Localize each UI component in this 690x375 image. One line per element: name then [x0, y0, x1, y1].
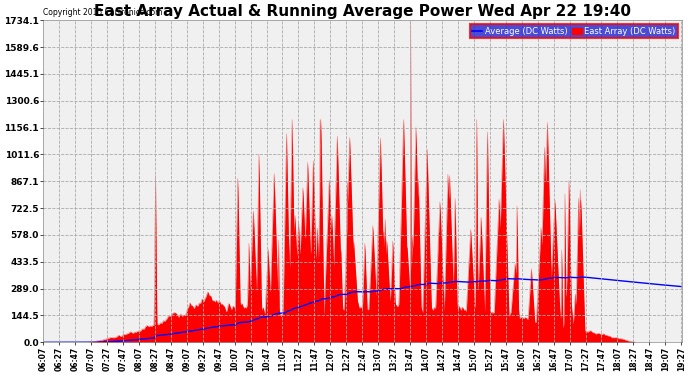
Text: Copyright 2015 Cartronics.com: Copyright 2015 Cartronics.com — [43, 8, 163, 17]
Title: East Array Actual & Running Average Power Wed Apr 22 19:40: East Array Actual & Running Average Powe… — [94, 4, 631, 19]
Legend: Average (DC Watts), East Array (DC Watts): Average (DC Watts), East Array (DC Watts… — [470, 24, 678, 39]
